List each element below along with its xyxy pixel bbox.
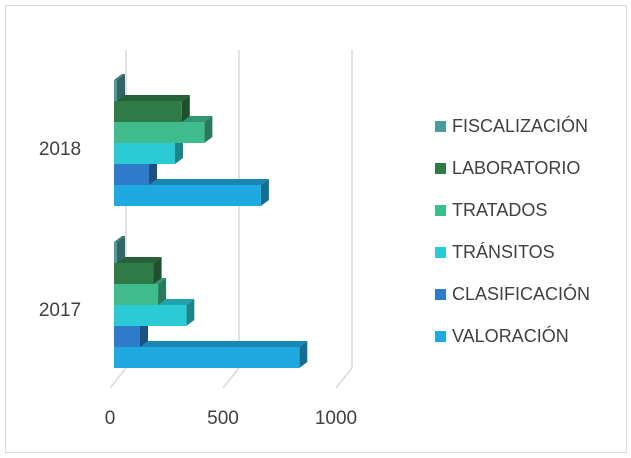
gridline-floor-1000 (335, 367, 353, 389)
bar-2017-6 (114, 236, 125, 263)
legend-item: TRÁNSITOS (435, 242, 555, 262)
legend-label: LABORATORIO (452, 158, 580, 178)
legend-item: LABORATORIO (435, 158, 580, 178)
legend-swatch (435, 247, 446, 258)
chart-frame (5, 5, 627, 453)
legend-swatch (435, 205, 446, 216)
x-tick-label: 0 (105, 408, 116, 429)
bars (114, 74, 308, 368)
bar-2018-5 (114, 95, 190, 122)
x-tick-labels: 0 500 1000 (105, 408, 357, 429)
bar-2017-5 (114, 257, 162, 284)
legend-item: FISCALIZACIÓN (435, 115, 588, 136)
legend-label: TRATADOS (452, 200, 547, 220)
legend: FISCALIZACIÓN LABORATORIO TRATADOS TRÁNSITO… (435, 115, 590, 346)
x-tick-label: 500 (207, 408, 239, 429)
legend-item: VALORACIÓN (435, 325, 569, 346)
legend-label: VALORACIÓN (452, 325, 569, 346)
category-labels: 2017 2018 (39, 139, 81, 321)
x-tick-label: 1000 (315, 408, 357, 429)
gridline-floor-0 (109, 367, 127, 389)
legend-item: TRATADOS (435, 200, 547, 220)
category-label: 2017 (39, 300, 81, 321)
bar-2017-1 (114, 341, 308, 368)
legend-swatch (435, 163, 446, 174)
bar-2018-6 (114, 74, 125, 101)
legend-label: FISCALIZACIÓN (452, 115, 588, 136)
legend-item: CLASIFICACIÓN (435, 283, 590, 304)
legend-label: CLASIFICACIÓN (452, 283, 590, 304)
category-label: 2018 (39, 139, 81, 160)
legend-label: TRÁNSITOS (452, 242, 555, 262)
legend-swatch (435, 289, 446, 300)
gridline-floor-500 (222, 367, 240, 389)
legend-swatch (435, 121, 446, 132)
legend-swatch (435, 331, 446, 342)
